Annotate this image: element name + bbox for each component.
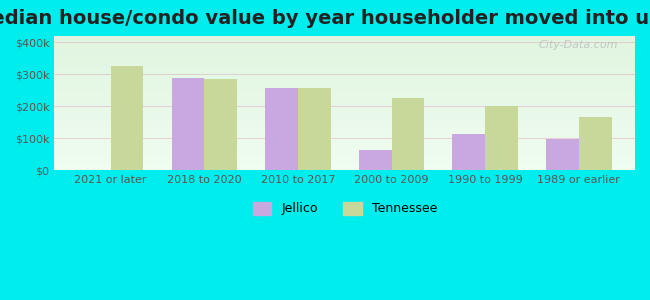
Bar bbox=[391, 98, 424, 170]
Bar bbox=[265, 88, 298, 170]
Bar bbox=[485, 106, 518, 170]
Bar bbox=[204, 79, 237, 170]
Text: Median house/condo value by year householder moved into unit: Median house/condo value by year househo… bbox=[0, 9, 650, 28]
Text: City-Data.com: City-Data.com bbox=[538, 40, 617, 50]
Bar bbox=[111, 66, 144, 170]
Bar bbox=[298, 88, 331, 170]
Bar bbox=[452, 134, 485, 170]
Legend: Jellico, Tennessee: Jellico, Tennessee bbox=[248, 197, 442, 220]
Bar bbox=[172, 77, 204, 170]
Bar bbox=[546, 139, 578, 170]
Bar bbox=[359, 150, 391, 170]
Bar bbox=[578, 116, 612, 170]
